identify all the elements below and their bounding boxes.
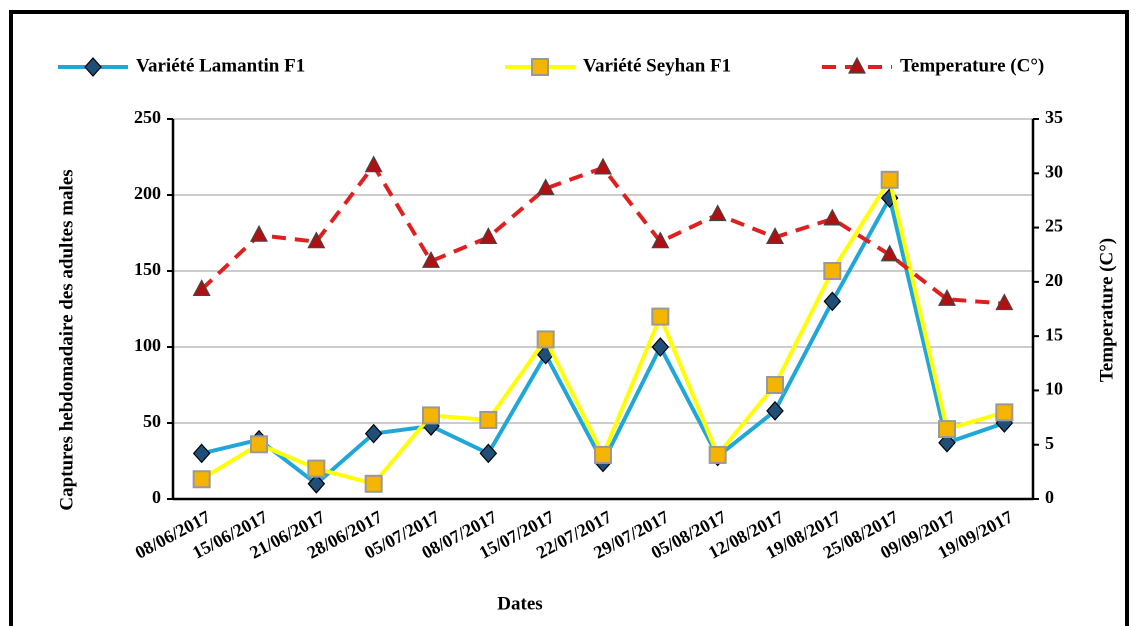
- legend-label: Variété Seyhan F1: [583, 55, 731, 76]
- y2-tick-label: 25: [1045, 216, 1063, 236]
- marker: [938, 420, 956, 439]
- marker: [422, 250, 440, 268]
- y2-tick-label: 10: [1045, 379, 1063, 399]
- legend-marker: [84, 57, 102, 77]
- marker: [536, 330, 555, 349]
- marker: [823, 262, 842, 280]
- y2-tick-label: 15: [1045, 324, 1063, 344]
- marker: [479, 227, 498, 244]
- marker: [364, 474, 383, 493]
- marker: [651, 231, 670, 249]
- marker: [479, 410, 498, 429]
- series-line: [201, 192, 1005, 487]
- marker: [823, 208, 842, 226]
- marker: [823, 291, 842, 312]
- marker: [192, 279, 211, 297]
- y2-axis-title: Temperature (C°): [1096, 238, 1117, 382]
- marker: [594, 445, 612, 464]
- marker: [995, 403, 1014, 422]
- marker: [938, 432, 956, 453]
- marker: [766, 400, 784, 421]
- legend-marker: [848, 56, 866, 74]
- y-axis-title: Captures hebdomadaire des adultes males: [56, 169, 77, 510]
- y2-tick-label: 0: [1045, 487, 1054, 507]
- x-axis-title: Dates: [497, 593, 542, 614]
- marker: [307, 231, 326, 249]
- marker: [422, 406, 440, 425]
- y-tick-label: 200: [134, 183, 161, 203]
- marker: [250, 435, 268, 454]
- legend-label: Temperature (C°): [900, 55, 1044, 76]
- y-tick-label: 100: [134, 335, 161, 355]
- marker: [192, 443, 211, 464]
- marker: [766, 376, 784, 394]
- legend-marker: [531, 58, 549, 76]
- marker: [250, 224, 268, 242]
- y-tick-label: 50: [143, 411, 161, 431]
- y2-tick-label: 30: [1045, 161, 1063, 181]
- y2-tick-label: 20: [1045, 270, 1063, 290]
- marker: [594, 157, 612, 175]
- y-tick-label: 150: [134, 259, 161, 279]
- marker: [536, 178, 555, 196]
- marker: [192, 470, 211, 489]
- marker: [307, 459, 326, 478]
- frame: [9, 10, 1129, 626]
- marker: [364, 155, 383, 173]
- marker: [479, 443, 498, 464]
- marker: [307, 473, 326, 494]
- marker: [880, 170, 899, 189]
- marker: [708, 445, 727, 464]
- y-tick-label: 250: [134, 107, 161, 127]
- marker: [995, 293, 1014, 311]
- y-tick-label: 0: [152, 487, 161, 507]
- marker: [364, 423, 383, 444]
- series-line: [200, 174, 1005, 487]
- marker: [880, 244, 899, 262]
- marker: [651, 307, 670, 326]
- marker: [766, 227, 784, 244]
- legend-label: Variété Lamantin F1: [136, 55, 305, 76]
- marker: [651, 337, 670, 357]
- marker: [938, 288, 956, 306]
- y2-tick-label: 35: [1045, 107, 1063, 127]
- y2-tick-label: 5: [1045, 433, 1054, 453]
- marker: [708, 204, 727, 222]
